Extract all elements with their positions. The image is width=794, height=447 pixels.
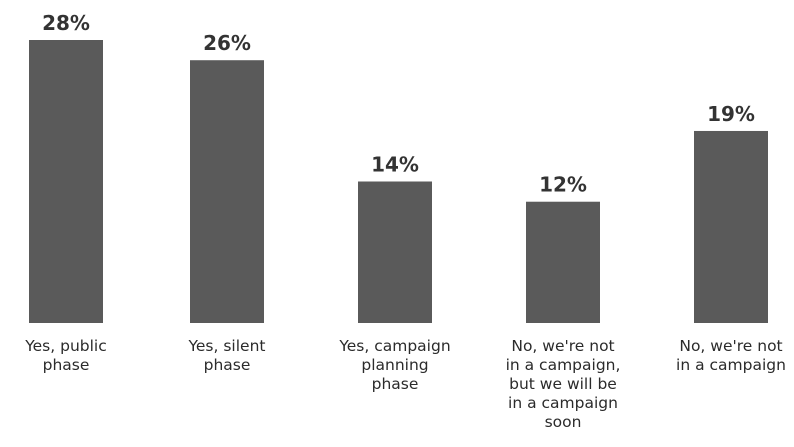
value-labels-layer: 28% 26% 14% 12% 19% — [42, 11, 755, 197]
category-labels-layer: Yes, public phase Yes, silent phase Yes, cam… — [24, 337, 786, 431]
category-label-3: Yes, campaign planning phase — [338, 337, 450, 393]
data-label-2: 26% — [203, 31, 251, 55]
category-label-1: Yes, public phase — [24, 337, 107, 374]
bar-4 — [526, 201, 600, 323]
bar-5 — [694, 130, 768, 323]
data-label-4: 12% — [539, 173, 587, 197]
bar-1 — [29, 40, 103, 323]
category-label-5: No, we're not in a campaign — [676, 337, 786, 374]
data-label-1: 28% — [42, 11, 90, 35]
category-label-2: Yes, silent phase — [187, 337, 265, 374]
data-label-3: 14% — [371, 153, 419, 177]
bars-layer — [29, 40, 768, 323]
data-label-5: 19% — [707, 102, 755, 126]
bar-3 — [358, 181, 432, 323]
category-label-4: No, we're not in a campaign, but we will b… — [506, 337, 621, 431]
bar-2 — [190, 60, 264, 323]
